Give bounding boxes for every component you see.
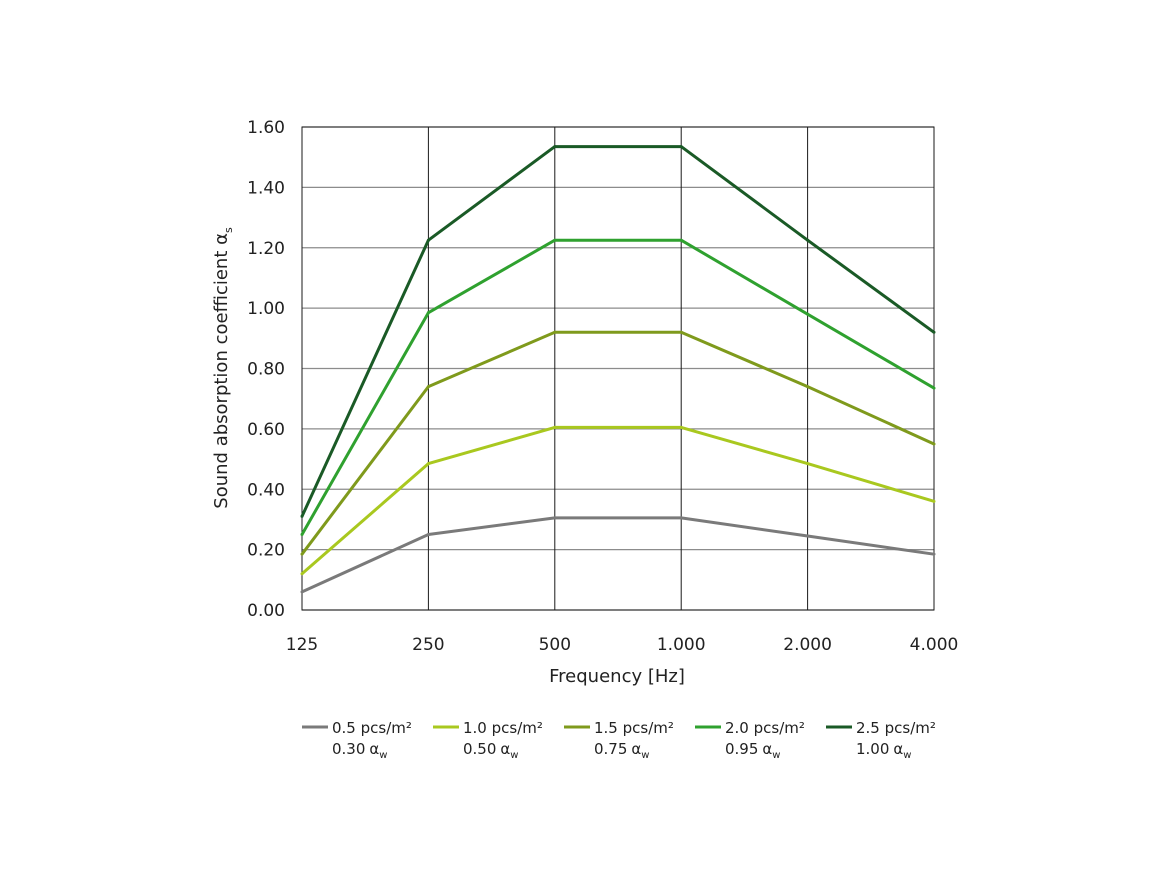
data-point — [300, 514, 304, 518]
legend-label: 2.0 pcs/m² — [725, 719, 805, 737]
data-point — [426, 385, 430, 389]
legend-rating-symbol: α — [500, 740, 510, 758]
y-tick-label: 0.80 — [247, 360, 285, 380]
legend-rating-symbol: α — [762, 740, 772, 758]
y-tick-label: 0.20 — [247, 541, 285, 561]
legend-rating-value: 0.95 — [725, 740, 758, 758]
x-tick-label: 125 — [286, 635, 318, 655]
data-point — [932, 499, 936, 503]
data-point — [806, 312, 810, 316]
legend-label: 1.0 pcs/m² — [463, 719, 543, 737]
x-tick-label: 1.000 — [657, 635, 706, 655]
y-tick-label: 0.00 — [247, 601, 285, 621]
legend: 0.5 pcs/m²0.30 αw1.0 pcs/m²0.50 αw1.5 pcs/… — [302, 719, 936, 761]
data-point — [300, 572, 304, 576]
legend-rating-subscript: w — [379, 750, 387, 761]
legend-rating-value: 0.50 — [463, 740, 496, 758]
y-tick-label: 1.00 — [247, 299, 285, 319]
data-point — [679, 516, 683, 520]
data-point — [426, 311, 430, 315]
legend-rating-symbol: α — [631, 740, 641, 758]
data-point — [806, 385, 810, 389]
legend-label: 1.5 pcs/m² — [594, 719, 674, 737]
legend-rating-symbol: α — [369, 740, 379, 758]
legend-rating-subscript: w — [903, 750, 911, 761]
data-point — [300, 533, 304, 537]
data-point — [426, 533, 430, 537]
legend-rating-value: 0.30 — [332, 740, 365, 758]
legend-rating-subscript: w — [772, 750, 780, 761]
data-point — [300, 552, 304, 556]
x-tick-label: 250 — [412, 635, 444, 655]
legend-rating: 1.00 αw — [856, 740, 911, 761]
plot-frame — [301, 126, 935, 611]
legend-rating: 0.30 αw — [332, 740, 387, 761]
y-axis-title: Sound absorption coefficient αs — [211, 227, 235, 509]
y-tick-label: 1.60 — [247, 118, 285, 138]
x-tick-label: 4.000 — [910, 635, 959, 655]
data-point — [553, 238, 557, 242]
legend-rating-value: 1.00 — [856, 740, 889, 758]
data-point — [553, 516, 557, 520]
series-line-2 — [301, 425, 935, 575]
legend-item-4: 2.0 pcs/m² 0.95 αw — [695, 719, 805, 761]
x-axis-title: Frequency [Hz] — [549, 666, 685, 687]
axis-ticks: 0.00 0.20 0.40 0.60 0.80 1.00 1.20 1.40 1.60 125 2… — [247, 118, 958, 655]
data-point — [679, 145, 683, 149]
x-tick-label: 500 — [539, 635, 571, 655]
data-point — [806, 462, 810, 466]
data-point — [806, 534, 810, 538]
data-point — [426, 462, 430, 466]
data-point — [553, 145, 557, 149]
series-line-3 — [300, 330, 935, 556]
legend-rating-subscript: w — [641, 750, 649, 761]
legend-item-1: 0.5 pcs/m² 0.30 αw — [302, 719, 412, 761]
y-axis-title-main: Sound absorption coefficient α — [211, 233, 232, 509]
data-point — [679, 238, 683, 242]
y-tick-label: 1.40 — [247, 178, 285, 198]
data-point — [932, 442, 936, 446]
series-line-1 — [301, 516, 935, 594]
series-lines — [300, 145, 936, 594]
y-axis-title-subscript: s — [222, 227, 235, 233]
x-tick-label: 2.000 — [783, 635, 832, 655]
legend-item-3: 1.5 pcs/m² 0.75 αw — [564, 719, 674, 761]
legend-label: 2.5 pcs/m² — [856, 719, 936, 737]
data-point — [932, 552, 936, 556]
series-line-5 — [300, 145, 935, 518]
grid — [301, 126, 935, 611]
data-point — [932, 330, 936, 334]
y-tick-label: 0.40 — [247, 480, 285, 500]
data-point — [553, 425, 557, 429]
legend-rating: 0.75 αw — [594, 740, 649, 761]
data-point — [426, 238, 430, 242]
data-point — [806, 238, 810, 242]
legend-rating: 0.50 αw — [463, 740, 518, 761]
data-point — [932, 386, 936, 390]
data-point — [553, 330, 557, 334]
data-point — [679, 425, 683, 429]
legend-item-5: 2.5 pcs/m² 1.00 αw — [826, 719, 936, 761]
legend-rating-value: 0.75 — [594, 740, 627, 758]
legend-rating-symbol: α — [893, 740, 903, 758]
legend-rating-subscript: w — [510, 750, 518, 761]
data-point — [300, 590, 304, 594]
y-tick-label: 1.20 — [247, 239, 285, 259]
y-tick-label: 0.60 — [247, 420, 285, 440]
legend-item-2: 1.0 pcs/m² 0.50 αw — [433, 719, 543, 761]
legend-label: 0.5 pcs/m² — [332, 719, 412, 737]
legend-rating: 0.95 αw — [725, 740, 780, 761]
data-point — [679, 330, 683, 334]
series-line-4 — [300, 238, 935, 536]
